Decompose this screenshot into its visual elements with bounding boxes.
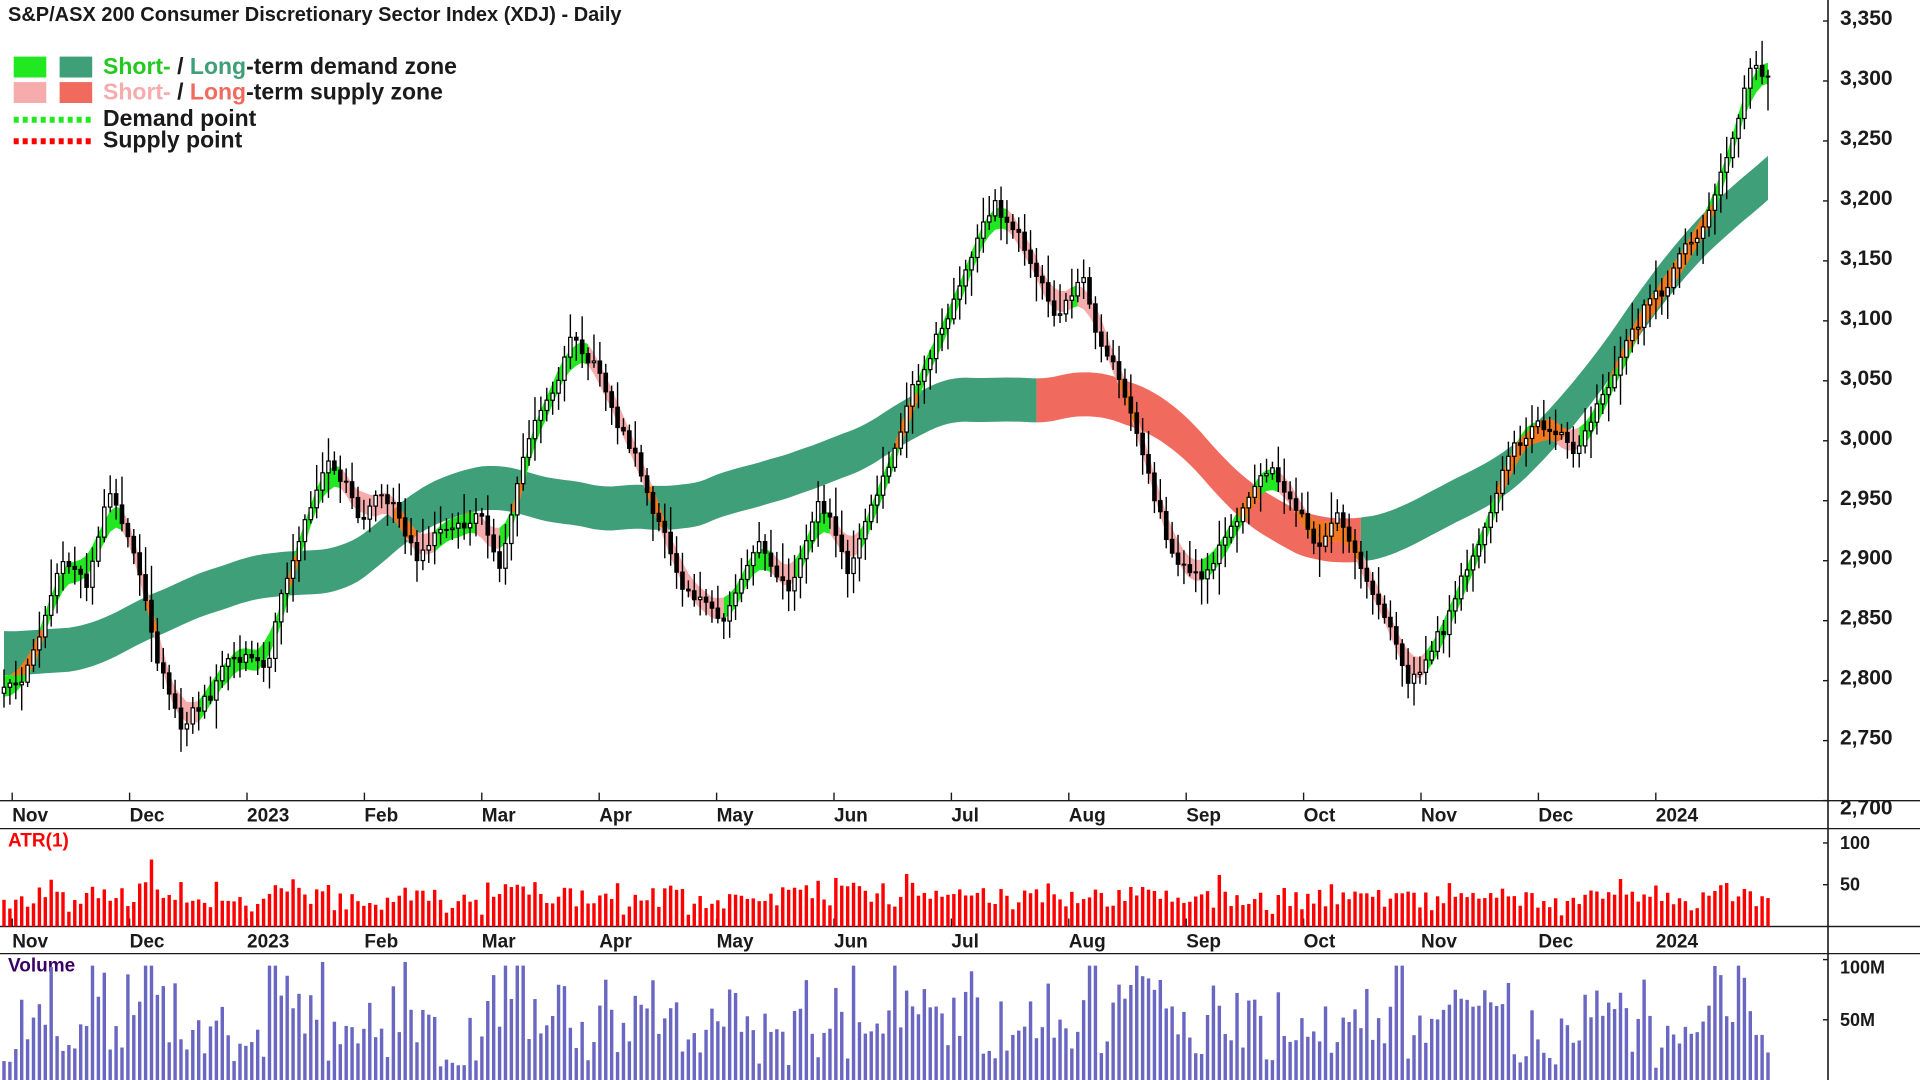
svg-text:Aug: Aug [1069, 932, 1106, 953]
svg-text:Mar: Mar [482, 932, 516, 953]
svg-text:3,300: 3,300 [1840, 67, 1893, 90]
svg-text:Oct: Oct [1304, 806, 1336, 827]
svg-text:2,900: 2,900 [1840, 547, 1893, 570]
svg-text:Jul: Jul [951, 806, 978, 827]
svg-text:Short- / Long-term supply zone: Short- / Long-term supply zone [103, 79, 443, 105]
svg-text:2,750: 2,750 [1840, 727, 1893, 750]
svg-text:Mar: Mar [482, 806, 516, 827]
svg-text:Nov: Nov [1421, 932, 1457, 953]
svg-text:3,350: 3,350 [1840, 7, 1893, 30]
svg-text:Aug: Aug [1069, 806, 1106, 827]
svg-text:3,100: 3,100 [1840, 307, 1893, 330]
svg-text:Jun: Jun [834, 806, 868, 827]
svg-text:50: 50 [1840, 875, 1860, 895]
svg-text:Dec: Dec [1538, 806, 1573, 827]
svg-text:Nov: Nov [12, 806, 48, 827]
svg-text:3,000: 3,000 [1840, 427, 1893, 450]
svg-text:Volume: Volume [8, 956, 75, 977]
svg-text:Dec: Dec [1538, 932, 1573, 953]
svg-text:Jul: Jul [951, 932, 978, 953]
svg-text:3,150: 3,150 [1840, 247, 1893, 270]
svg-text:2,850: 2,850 [1840, 607, 1893, 630]
svg-text:3,050: 3,050 [1840, 367, 1893, 390]
svg-text:Supply point: Supply point [103, 127, 243, 153]
svg-text:Feb: Feb [364, 806, 398, 827]
svg-text:Apr: Apr [599, 806, 632, 827]
svg-text:3,200: 3,200 [1840, 187, 1893, 210]
svg-text:2023: 2023 [247, 932, 289, 953]
svg-text:Oct: Oct [1304, 932, 1336, 953]
svg-text:3,250: 3,250 [1840, 127, 1893, 150]
svg-text:Dec: Dec [130, 932, 165, 953]
svg-text:Sep: Sep [1186, 932, 1221, 953]
svg-text:2024: 2024 [1656, 932, 1699, 953]
svg-text:2,950: 2,950 [1840, 487, 1893, 510]
svg-text:Nov: Nov [12, 932, 48, 953]
svg-text:Sep: Sep [1186, 806, 1221, 827]
svg-text:Jun: Jun [834, 932, 868, 953]
svg-text:2,800: 2,800 [1840, 667, 1893, 690]
svg-text:2024: 2024 [1656, 806, 1699, 827]
svg-text:May: May [717, 806, 754, 827]
svg-text:Feb: Feb [364, 932, 398, 953]
svg-text:100: 100 [1840, 833, 1870, 853]
svg-text:May: May [717, 932, 754, 953]
svg-text:100M: 100M [1840, 958, 1885, 978]
svg-text:2023: 2023 [247, 806, 289, 827]
svg-text:ATR(1): ATR(1) [8, 831, 69, 852]
svg-text:Nov: Nov [1421, 806, 1457, 827]
svg-text:Dec: Dec [130, 806, 165, 827]
svg-text:Short- / Long-term demand zone: Short- / Long-term demand zone [103, 53, 457, 79]
svg-text:50M: 50M [1840, 1010, 1875, 1030]
svg-text:Apr: Apr [599, 932, 632, 953]
